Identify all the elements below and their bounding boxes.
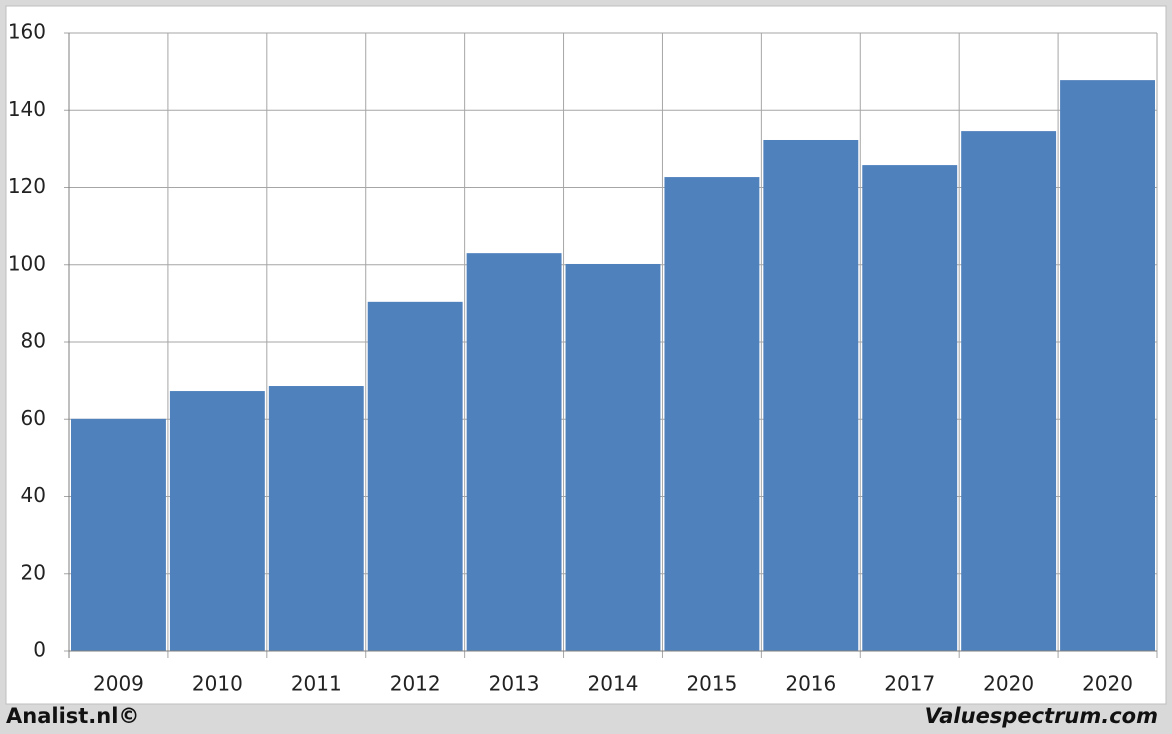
x-tick-label: 2013 [489, 672, 540, 696]
y-tick-label: 40 [21, 483, 46, 507]
x-tick-label: 2016 [785, 672, 836, 696]
y-tick-label: 20 [21, 560, 46, 584]
footer-left: Analist.nl© [6, 704, 139, 728]
x-tick-label: 2011 [291, 672, 342, 696]
x-tick-label: 2020 [983, 672, 1034, 696]
bar [664, 177, 760, 652]
bar [268, 386, 364, 651]
y-tick-label: 160 [8, 20, 46, 44]
x-tick-label: 2012 [390, 672, 441, 696]
y-tick-label: 100 [8, 251, 46, 275]
x-tick-label: 2020 [1082, 672, 1133, 696]
y-tick-label: 80 [21, 329, 46, 353]
y-tick-label: 60 [21, 406, 46, 430]
bar [565, 263, 661, 651]
bar [71, 418, 166, 651]
y-tick-label: 140 [8, 97, 46, 121]
bar [763, 139, 859, 651]
y-tick-label: 0 [33, 638, 46, 662]
x-tick-label: 2014 [588, 672, 639, 696]
bar [466, 253, 562, 651]
x-tick-label: 2009 [93, 672, 144, 696]
bar [169, 391, 265, 651]
bar [862, 165, 958, 651]
x-tick-label: 2015 [686, 672, 737, 696]
x-tick-label: 2017 [884, 672, 935, 696]
y-tick-label: 120 [8, 174, 46, 198]
bar [367, 301, 463, 651]
bar [1060, 80, 1155, 651]
footer-right: Valuespectrum.com [925, 704, 1158, 728]
x-tick-label: 2010 [192, 672, 243, 696]
bar [961, 131, 1057, 652]
